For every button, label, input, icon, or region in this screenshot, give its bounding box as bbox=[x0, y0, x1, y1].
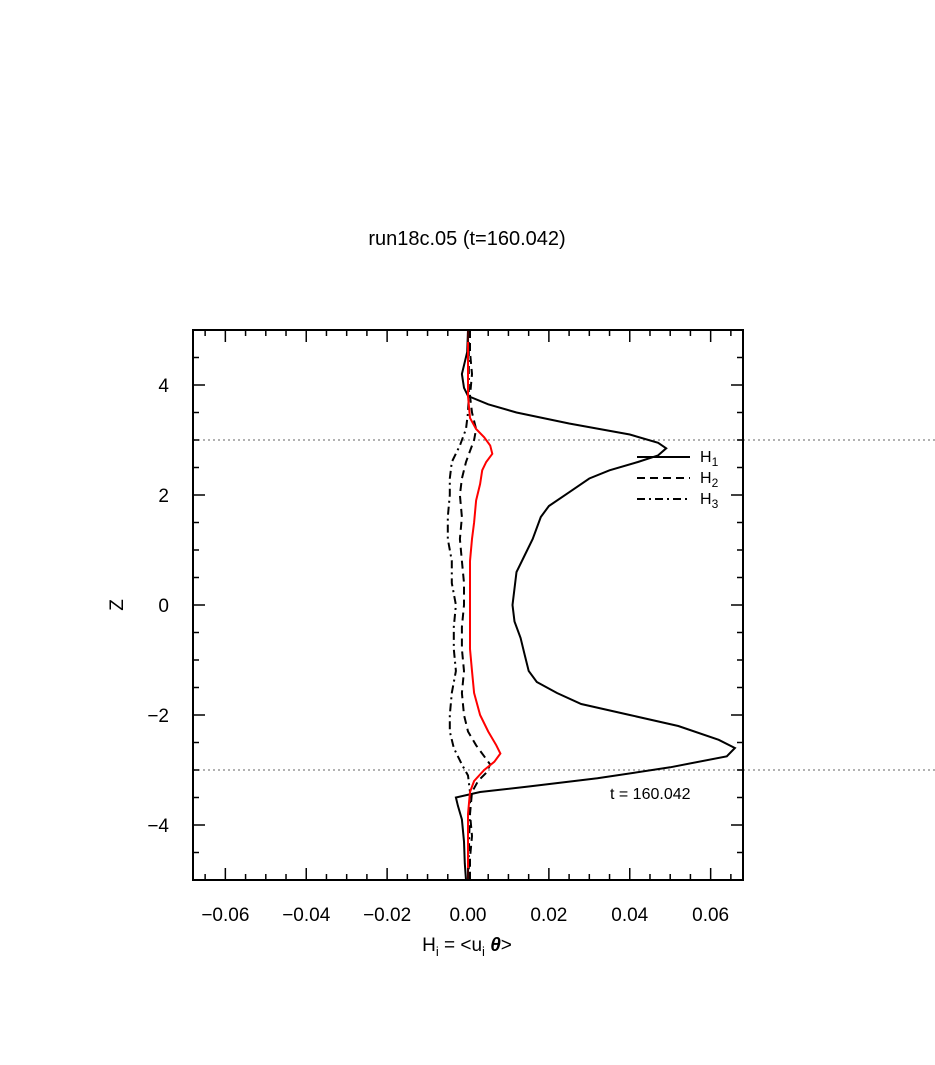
legend-label: H2 bbox=[700, 470, 719, 490]
x-tick-label: 0.04 bbox=[611, 905, 648, 926]
x-tick-label: 0.02 bbox=[530, 905, 567, 926]
series-layer bbox=[446, 329, 737, 881]
y-tick-label: 4 bbox=[158, 376, 169, 397]
series-line-2 bbox=[458, 330, 492, 880]
y-tick-label: −2 bbox=[147, 706, 169, 727]
y-tick-label: 0 bbox=[158, 596, 169, 617]
y-axis-label: Z bbox=[107, 599, 128, 611]
legend-label: H3 bbox=[700, 491, 719, 511]
x-tick-label: −0.02 bbox=[363, 905, 411, 926]
series-line-4 bbox=[467, 330, 502, 880]
x-tick-label: 0.06 bbox=[692, 905, 729, 926]
series-line-3 bbox=[446, 330, 471, 880]
series-line-1 bbox=[454, 329, 737, 881]
ticks-layer bbox=[193, 329, 743, 881]
x-tick-label: −0.06 bbox=[201, 905, 249, 926]
x-tick-label: 0.00 bbox=[450, 905, 487, 926]
tick-labels: −0.06 −0.04 −0.02 0.00 0.02 0.04 0.06 −4 −2 0 2 4 bbox=[147, 376, 729, 926]
chart-title: run18c.05 (t=160.042) bbox=[368, 228, 565, 250]
x-tick-label: −0.04 bbox=[282, 905, 331, 926]
time-annotation: t = 160.042 bbox=[610, 786, 691, 803]
legend-label: H1 bbox=[700, 449, 719, 469]
y-tick-label: 2 bbox=[158, 486, 169, 507]
y-tick-label: −4 bbox=[147, 816, 169, 837]
reference-lines bbox=[193, 439, 935, 771]
x-axis-label: Hi = <ui θ> bbox=[422, 935, 512, 959]
